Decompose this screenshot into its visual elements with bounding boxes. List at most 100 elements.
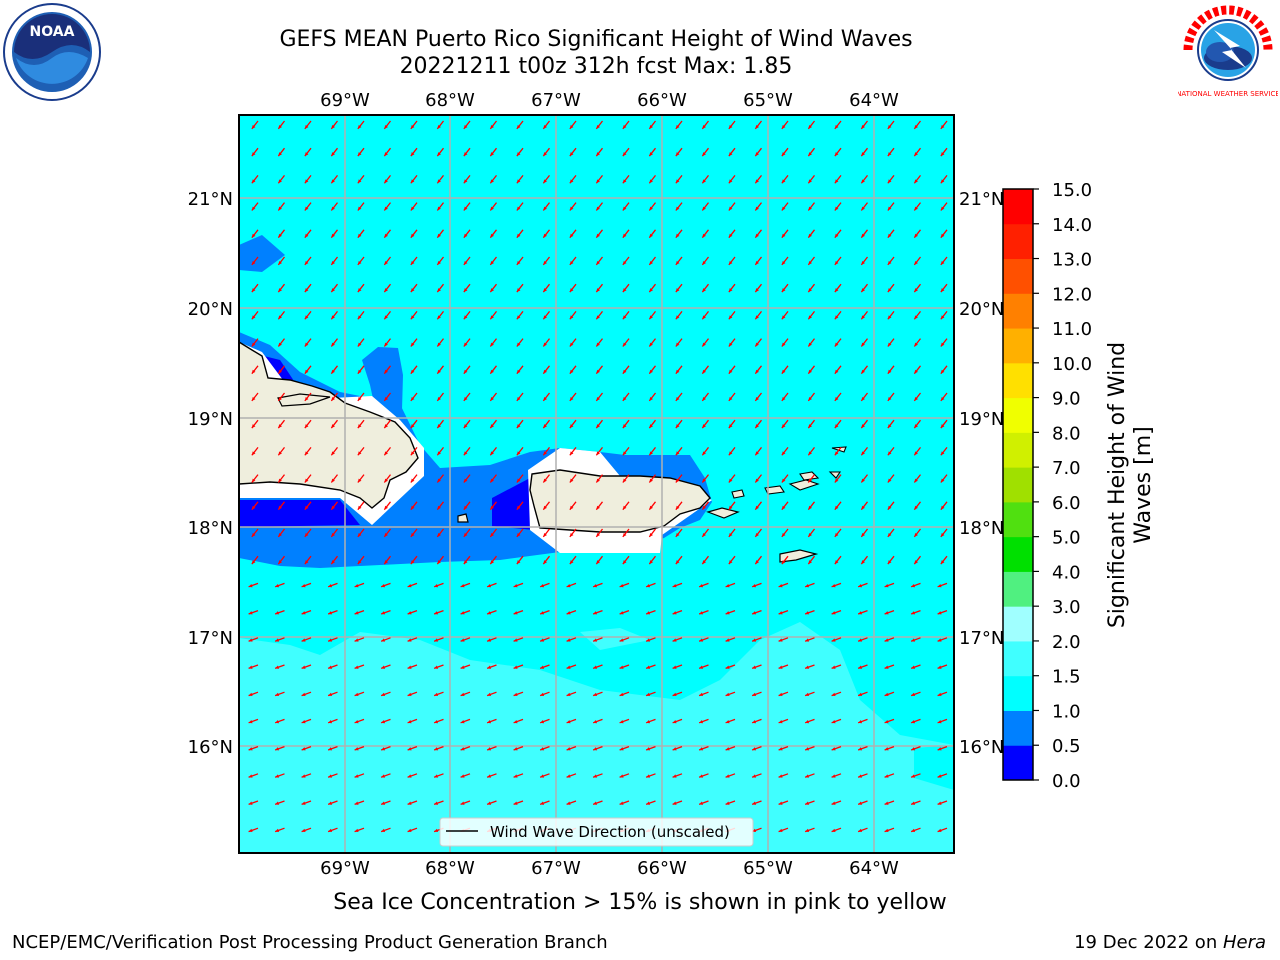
wave-arrow-head [649,396,653,401]
wave-arrow-head [884,774,889,778]
wave-arrow-head [702,152,706,157]
wave-arrow-head [887,315,892,320]
wave-arrow-head [384,424,388,429]
wave-arrow-head [649,152,653,157]
land-hispaniola [239,341,419,509]
wave-arrow-head [702,315,706,320]
wave-arrow-head [808,505,812,510]
wave-arrow-head [911,692,916,697]
wave-arrow-head [646,692,651,697]
wave-arrow-head [834,342,839,347]
wave-arrow-head [434,638,439,642]
wave-arrow-head [646,747,651,751]
wave-arrow-head [675,478,680,483]
sea-ice-note: Sea Ice Concentration > 15% is shown in … [333,890,947,915]
lon-label-bottom: 67°W [531,858,581,879]
wave-arrow-head [808,206,812,211]
wave-arrow-head [752,692,757,697]
wave-arrow-head [937,719,942,724]
wave-arrow-head [410,505,415,510]
wave-arrow-head [649,560,653,565]
wave-arrow-head [596,342,600,347]
wave-arrow-head [569,560,574,565]
wave-arrow-head [728,532,733,537]
wave-arrow-head [301,583,306,588]
wave-arrow-head [331,478,335,483]
wave-arrow-head [331,532,335,537]
wave-arrow-head [702,532,706,537]
colorbar-tick-label: 14.0 [1052,215,1092,236]
wave-arrow-head [778,747,783,751]
wave-arrow-head [887,233,892,238]
wave-arrow-head [649,424,653,429]
wave-arrow-head [301,801,306,805]
wave-arrow-head [596,179,600,184]
wave-arrow-head [566,665,571,669]
wave-arrow-head [540,665,545,669]
wave-arrow-head [831,692,836,697]
wave-arrow-head [543,260,547,265]
wave-arrow-head [702,369,706,374]
wave-arrow-head [755,342,759,347]
wave-arrow-head [381,692,386,697]
wave-arrow-head [808,451,812,456]
wave-arrow-head [569,369,574,374]
wave-arrow-head [937,665,942,669]
wave-arrow-head [513,774,518,778]
wave-arrow-head [940,451,945,456]
wave-arrow-head [516,152,521,157]
wave-arrow-head [675,424,680,429]
wave-arrow-head [699,747,704,751]
wave-arrow-head [463,396,468,401]
wave-arrow-head [728,179,733,184]
wave-arrow-head [622,342,627,347]
wave-arrow-head [410,560,415,565]
wave-arrow-head [304,315,309,320]
wave-arrow-head [831,801,836,805]
wave-arrow-head [622,478,627,483]
wave-arrow-head [490,206,494,211]
wave-arrow-head [566,774,571,778]
wave-arrow-head [463,451,468,456]
wave-arrow-head [805,747,810,751]
wave-arrow-head [437,315,441,320]
wave-arrow-head [410,478,415,483]
wave-arrow-head [861,315,865,320]
wave-arrow-head [331,288,335,293]
wave-arrow-head [675,315,680,320]
wave-arrow-head [304,260,309,265]
wave-arrow-head [725,747,730,751]
wave-arrow-head [728,478,733,483]
wave-arrow-head [728,396,733,401]
wave-arrow-head [887,532,892,537]
wave-arrow-head [384,206,388,211]
wave-arrow-head [463,315,468,320]
wave-arrow-head [410,424,415,429]
nws-logo-text: NATIONAL WEATHER SERVICE [1178,90,1278,98]
wave-arrow-head [755,206,759,211]
wave-arrow-head [781,288,786,293]
wave-arrow-head [861,152,865,157]
wave-arrow-head [357,560,362,565]
wave-arrow-head [248,828,253,833]
wave-arrow-head [328,801,333,805]
wave-arrow-head [805,665,810,669]
wave-arrow-head [513,719,518,724]
wave-arrow-head [434,692,439,697]
wave-arrow-head [593,665,598,669]
wave-arrow-head [593,638,598,642]
wave-arrow-head [569,396,574,401]
wave-arrow-head [649,260,653,265]
wave-arrow-head [672,611,677,615]
wave-arrow-head [251,560,256,565]
colorbar-tick-label: 11.0 [1052,319,1092,340]
wave-arrow-head [725,801,730,805]
wave-arrow-head [781,124,786,129]
wave-field-1-1_5-patch [914,745,954,790]
wave-arrow-head [808,179,812,184]
wave-arrow-head [328,665,333,669]
wave-arrow-head [543,424,547,429]
wave-arrow-head [304,342,309,347]
wave-arrow-head [596,315,600,320]
wave-arrow-head [858,583,863,588]
